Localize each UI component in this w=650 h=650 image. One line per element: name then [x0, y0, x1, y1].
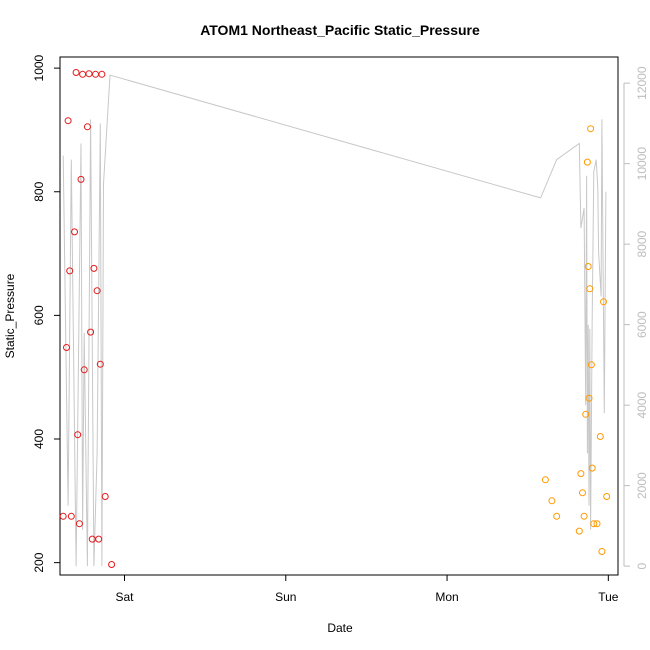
- data-point-s2-21: [603, 493, 611, 500]
- data-point-s1-22: [98, 70, 106, 78]
- data-point-s1-14: [85, 70, 93, 78]
- data-point-s1-5: [67, 512, 75, 520]
- x-tick-label-tue: Tue: [598, 590, 619, 604]
- x-axis: Sat Sun Mon Tue: [116, 575, 619, 604]
- data-point-s2-11: [585, 394, 593, 402]
- data-point-s1-6: [71, 228, 78, 236]
- y-axis-label: Static_Pressure: [3, 273, 17, 358]
- data-point-s1-12: [80, 366, 88, 374]
- y2-tick-label-12000: 12000: [635, 66, 649, 100]
- y-tick-label-800: 800: [32, 181, 46, 201]
- y2-tick-label-8000: 8000: [635, 230, 649, 257]
- points-layer: [59, 69, 611, 568]
- chart-title: ATOM1 Northeast_Pacific Static_Pressure: [200, 22, 480, 38]
- y-axis-left: 200 400 600 800 1000: [32, 54, 60, 573]
- data-point-s1-8: [74, 431, 82, 439]
- data-point-s1-17: [90, 264, 98, 272]
- y2-tick-label-0: 0: [635, 562, 649, 569]
- data-point-s1-18: [92, 70, 99, 78]
- data-point-s2-8: [582, 410, 590, 418]
- data-point-s2-16: [590, 520, 598, 528]
- x-tick-label-sat: Sat: [116, 590, 135, 604]
- y2-tick-label-6000: 6000: [635, 311, 649, 338]
- data-point-s1-2: [63, 344, 70, 351]
- data-point-s1-11: [79, 70, 87, 78]
- data-point-s2-2: [548, 497, 556, 505]
- data-point-s1-7: [72, 69, 80, 76]
- data-point-s1-21: [96, 360, 104, 368]
- data-point-s1-13: [83, 123, 91, 131]
- y2-tick-label-2000: 2000: [635, 472, 649, 499]
- data-point-s2-19: [598, 548, 606, 555]
- data-point-s2-6: [579, 489, 586, 497]
- pressure-line: [62, 74, 607, 567]
- data-point-s1-3: [64, 117, 72, 125]
- y-tick-label-600: 600: [32, 305, 46, 325]
- data-point-s2-7: [580, 512, 588, 520]
- data-point-s2-4: [575, 527, 583, 535]
- data-point-s1-4: [66, 267, 74, 275]
- data-point-s1-15: [87, 328, 95, 336]
- data-point-s2-14: [587, 361, 595, 369]
- y-tick-label-200: 200: [32, 552, 46, 572]
- data-point-s2-12: [586, 285, 594, 293]
- data-point-s2-15: [588, 464, 596, 472]
- data-point-s2-10: [584, 263, 592, 270]
- data-point-s2-13: [587, 125, 595, 133]
- x-tick-label-sun: Sun: [275, 590, 296, 604]
- data-point-s1-9: [75, 520, 83, 528]
- x-axis-label: Date: [327, 621, 353, 635]
- data-point-s1-24: [108, 561, 116, 568]
- y2-tick-label-10000: 10000: [635, 147, 649, 181]
- data-point-s2-20: [600, 298, 607, 306]
- data-point-s1-20: [95, 535, 103, 543]
- data-point-s1-10: [77, 175, 85, 183]
- data-point-s2-1: [541, 476, 549, 484]
- y-tick-label-1000: 1000: [32, 54, 46, 81]
- data-point-s1-1: [59, 512, 67, 520]
- y-axis-right: 0 2000 4000 6000 8000 10000 12000: [623, 66, 649, 569]
- plot-frame: [59, 56, 619, 576]
- y2-tick-label-4000: 4000: [635, 391, 649, 418]
- data-point-s1-23: [101, 493, 109, 500]
- pressure-line-layer: [62, 74, 607, 567]
- data-point-s2-3: [553, 512, 561, 520]
- data-point-s2-18: [596, 433, 604, 440]
- data-point-s2-9: [583, 158, 591, 166]
- data-point-s2-5: [577, 470, 585, 478]
- data-point-s1-19: [93, 287, 101, 295]
- y-tick-label-400: 400: [32, 429, 46, 449]
- x-tick-label-mon: Mon: [435, 590, 458, 604]
- data-point-s2-17: [593, 520, 601, 528]
